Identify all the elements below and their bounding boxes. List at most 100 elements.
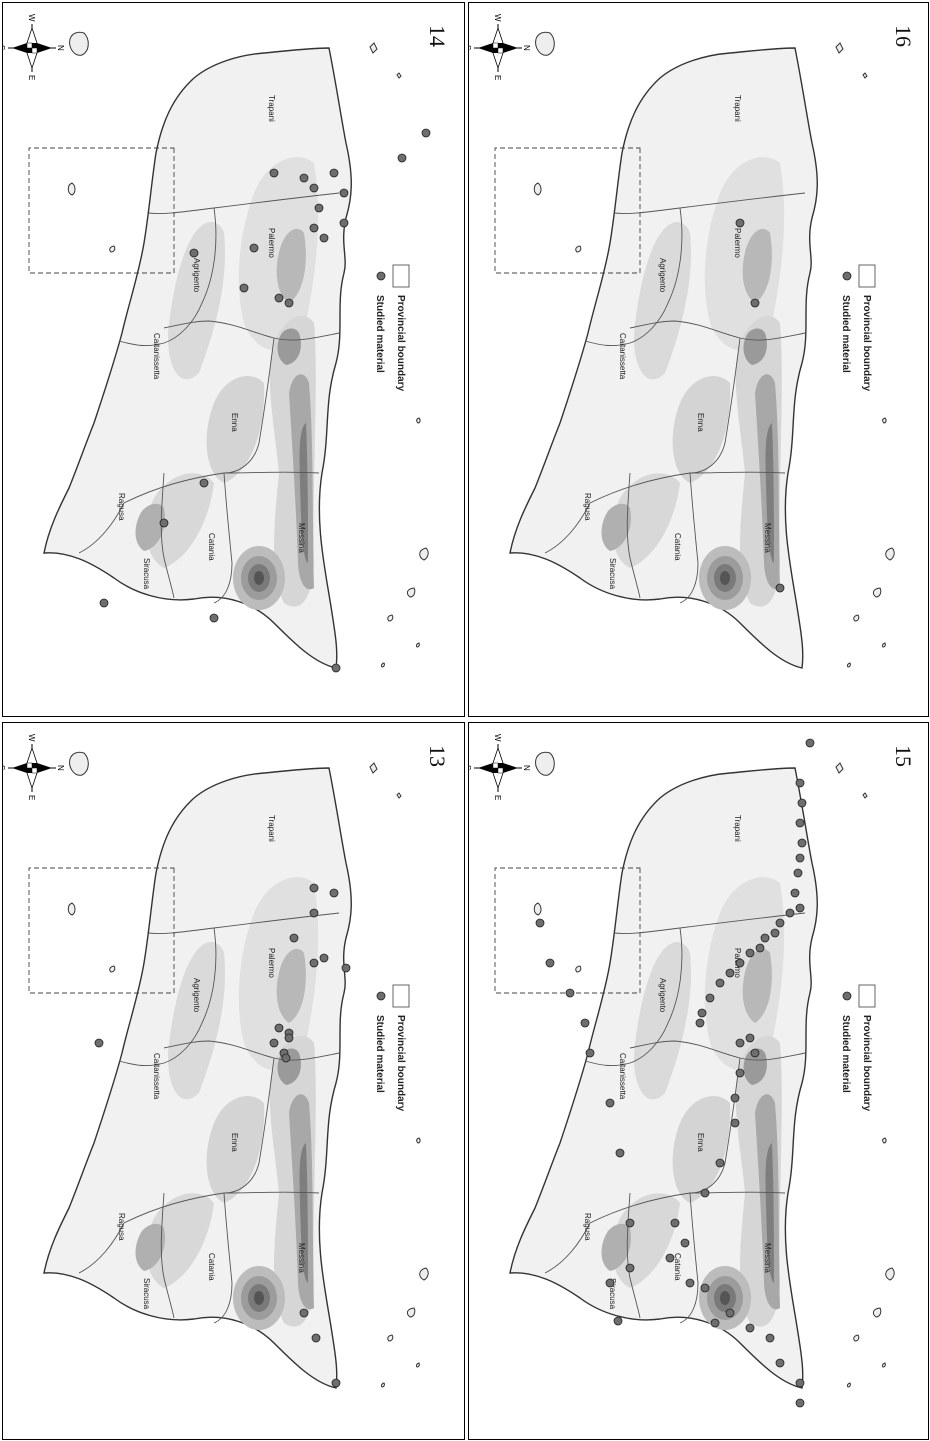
studied-material-marker: [314, 203, 324, 213]
compass-rose: N S W E: [469, 14, 531, 80]
relief-shading: [135, 877, 319, 1330]
studied-material-marker: [745, 1323, 755, 1333]
compass-west: W: [493, 14, 502, 22]
studied-material-marker: [745, 1033, 755, 1043]
compass-south: S: [469, 765, 472, 770]
label-enna: Enna: [696, 413, 705, 432]
studied-material-marker: [775, 1358, 785, 1368]
compass-rose: N S W E: [469, 734, 531, 800]
legend-studied-marker: [376, 991, 386, 1001]
studied-material-marker: [670, 1218, 680, 1228]
label-enna: Enna: [230, 1133, 239, 1152]
small-islands: [69, 31, 429, 668]
compass-west: W: [493, 734, 502, 742]
compass-south: S: [3, 45, 6, 50]
compass-east: E: [493, 795, 502, 800]
studied-material-marker: [239, 283, 249, 293]
panel-number: 14: [425, 25, 450, 47]
province-labels: Trapani Palermo Agrigento Caltanissetta …: [117, 95, 306, 590]
legend-boundary-swatch: [858, 264, 876, 288]
studied-material-marker: [735, 218, 745, 228]
legend-boundary-swatch: [858, 984, 876, 1008]
legend-studied-marker: [842, 271, 852, 281]
studied-material-markers: [735, 218, 785, 593]
studied-material-marker: [274, 293, 284, 303]
studied-material-marker: [797, 838, 807, 848]
studied-material-marker: [770, 928, 780, 938]
compass-east: E: [27, 75, 36, 80]
studied-material-marker: [695, 1018, 705, 1028]
label-palermo: Palermo: [733, 228, 742, 258]
label-catania: Catania: [673, 1253, 682, 1281]
legend-boundary-label: Provincial boundary: [861, 1015, 872, 1112]
label-ragusa: Ragusa: [117, 493, 126, 521]
label-agrigento: Agrigento: [658, 978, 667, 1013]
legend: Provincial boundary Studied material: [374, 984, 410, 1112]
label-caltanissetta: Caltanissetta: [152, 333, 161, 380]
map-panel-13: 13: [2, 722, 465, 1440]
studied-material-marker: [331, 663, 341, 673]
label-messina: Messina: [763, 523, 772, 553]
studied-material-marker: [341, 963, 351, 973]
legend-boundary-label: Provincial boundary: [395, 295, 406, 392]
studied-material-marker: [249, 243, 259, 253]
legend-studied-marker: [842, 991, 852, 1001]
studied-material-marker: [299, 173, 309, 183]
studied-material-marker: [585, 1048, 595, 1058]
label-siracusa: Siracusa: [142, 558, 151, 590]
studied-material-marker: [760, 933, 770, 943]
legend: Provincial boundary Studied material: [840, 264, 876, 392]
studied-material-marker: [735, 958, 745, 968]
map-panel-16: 16: [468, 2, 929, 717]
studied-material-marker: [715, 978, 725, 988]
studied-material-marker: [284, 1033, 294, 1043]
provincial-boundaries: [78, 192, 340, 604]
studied-material-marker: [329, 888, 339, 898]
studied-material-marker: [319, 233, 329, 243]
studied-material-marker: [269, 168, 279, 178]
panel-number: 13: [425, 745, 450, 767]
studied-material-marker: [750, 1048, 760, 1058]
studied-material-marker: [755, 943, 765, 953]
studied-material-marker: [309, 908, 319, 918]
studied-material-marker: [580, 1018, 590, 1028]
studied-material-marker: [700, 1188, 710, 1198]
label-agrigento: Agrigento: [192, 978, 201, 1013]
label-enna: Enna: [696, 1133, 705, 1152]
studied-material-marker: [274, 1023, 284, 1033]
legend-boundary-swatch: [392, 984, 410, 1008]
studied-material-marker: [311, 1333, 321, 1343]
compass-west: W: [27, 14, 36, 22]
small-islands: [535, 751, 895, 1388]
compass-north: N: [56, 765, 65, 771]
studied-material-marker: [309, 223, 319, 233]
label-messina: Messina: [763, 1243, 772, 1273]
studied-material-marker: [795, 903, 805, 913]
studied-material-marker: [697, 1008, 707, 1018]
studied-material-marker: [309, 183, 319, 193]
legend-studied-label: Studied material: [840, 1015, 851, 1093]
studied-material-marker: [715, 1158, 725, 1168]
studied-material-marker: [710, 1318, 720, 1328]
studied-material-markers: [99, 128, 431, 673]
studied-material-marker: [535, 918, 545, 928]
studied-material-marker: [793, 868, 803, 878]
studied-material-marker: [269, 1038, 279, 1048]
pelagie-inset: [494, 147, 641, 274]
studied-material-marker: [209, 613, 219, 623]
studied-material-marker: [545, 958, 555, 968]
legend-studied-label: Studied material: [374, 295, 385, 373]
label-enna: Enna: [230, 413, 239, 432]
legend-boundary-swatch: [392, 264, 410, 288]
compass-east: E: [27, 795, 36, 800]
studied-material-marker: [329, 168, 339, 178]
studied-material-marker: [281, 1053, 291, 1063]
studied-material-marker: [605, 1278, 615, 1288]
legend-studied-label: Studied material: [374, 1015, 385, 1093]
label-trapani: Trapani: [733, 815, 742, 842]
studied-material-marker: [99, 598, 109, 608]
pelagie-inset: [494, 867, 641, 994]
compass-south: S: [469, 45, 472, 50]
studied-material-marker: [331, 1378, 341, 1388]
label-trapani: Trapani: [267, 95, 276, 122]
